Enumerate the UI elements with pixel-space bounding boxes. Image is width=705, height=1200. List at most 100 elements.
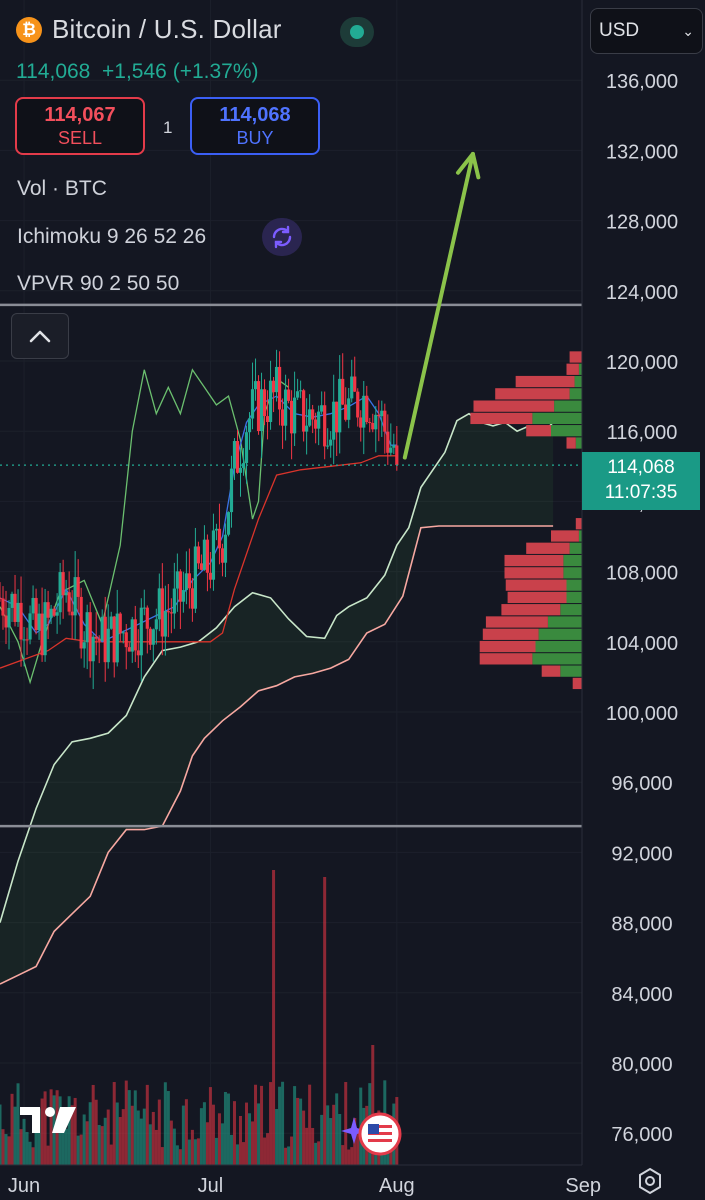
volume-bar bbox=[160, 1147, 164, 1165]
candle-body bbox=[76, 577, 80, 597]
volume-bar bbox=[163, 1082, 167, 1165]
volume-bar bbox=[202, 1102, 206, 1165]
candle-body bbox=[16, 602, 20, 622]
vpvr-up-bar bbox=[578, 530, 582, 542]
collapse-legend-button[interactable] bbox=[11, 313, 69, 359]
volume-bar bbox=[220, 1123, 224, 1165]
volume-bar bbox=[67, 1096, 71, 1165]
refresh-icon[interactable] bbox=[262, 218, 302, 256]
candle-body bbox=[70, 611, 74, 616]
sell-price: 114,067 bbox=[44, 104, 116, 126]
currency-select[interactable]: USD ⌄ bbox=[590, 8, 703, 54]
candle-body bbox=[139, 607, 143, 656]
vpvr-down-bar bbox=[482, 628, 539, 640]
candle-body bbox=[112, 616, 116, 663]
volume-bar bbox=[133, 1090, 137, 1165]
candle-body bbox=[148, 628, 152, 645]
candle-body bbox=[118, 613, 122, 634]
candle-body bbox=[190, 588, 194, 609]
candle-body bbox=[268, 380, 273, 423]
settings-icon[interactable] bbox=[636, 1167, 664, 1200]
candle-body bbox=[49, 608, 53, 618]
candle-body bbox=[244, 432, 249, 464]
candle-body bbox=[160, 588, 164, 637]
volume-bar bbox=[70, 1105, 74, 1165]
volume-bar bbox=[269, 1082, 273, 1165]
candle-body bbox=[22, 639, 26, 641]
tradingview-logo[interactable] bbox=[20, 1105, 78, 1140]
volume-bar bbox=[76, 1135, 80, 1165]
volume-bar bbox=[151, 1111, 155, 1165]
us-flag-icon[interactable] bbox=[358, 1112, 402, 1161]
volume-bar bbox=[73, 1097, 77, 1165]
vpvr-down-bar bbox=[526, 542, 570, 554]
ichimoku-indicator-label[interactable]: Ichimoku 9 26 52 26 bbox=[17, 225, 207, 248]
volume-bar bbox=[290, 1136, 294, 1165]
vpvr-up-bar bbox=[566, 591, 582, 604]
vpvr-up-bar bbox=[574, 375, 582, 388]
volume-bar bbox=[91, 1084, 95, 1165]
candle-body bbox=[211, 530, 216, 580]
volume-bar bbox=[28, 1141, 32, 1165]
volume-bar bbox=[208, 1087, 212, 1165]
candle-body bbox=[64, 592, 68, 596]
volume-bar bbox=[245, 1102, 249, 1165]
candle-body bbox=[247, 418, 252, 433]
vpvr-indicator-label[interactable]: VPVR 90 2 50 50 bbox=[17, 272, 180, 295]
sell-button[interactable]: 114,067 SELL bbox=[15, 97, 145, 155]
y-tick-label: 132,000 bbox=[606, 141, 678, 163]
volume-bar bbox=[121, 1109, 125, 1165]
volume-bar bbox=[205, 1122, 209, 1165]
volume-bar bbox=[139, 1118, 143, 1165]
price-change-row: 114,068 +1,546 (+1.37%) bbox=[16, 60, 259, 84]
candle-body bbox=[100, 616, 104, 641]
vpvr-up-bar bbox=[569, 388, 582, 400]
vpvr-up-bar bbox=[563, 554, 582, 567]
volume-bar bbox=[320, 1114, 324, 1165]
candle-body bbox=[205, 539, 210, 573]
leading-span-b bbox=[0, 525, 554, 985]
vpvr-down-bar bbox=[515, 375, 575, 388]
volume-bar bbox=[106, 1109, 110, 1165]
buy-button[interactable]: 114,068 BUY bbox=[190, 97, 320, 155]
market-status-icon[interactable] bbox=[340, 17, 374, 47]
volume-indicator-label[interactable]: Vol · BTC bbox=[17, 177, 107, 200]
volume-bar bbox=[157, 1099, 161, 1165]
vpvr-down-bar bbox=[572, 677, 582, 690]
sparkle-icon[interactable] bbox=[340, 1115, 368, 1150]
symbol-title-row[interactable]: ₿ Bitcoin / U.S. Dollar bbox=[16, 14, 282, 45]
volume-bar bbox=[287, 1146, 291, 1165]
candle-body bbox=[338, 378, 342, 433]
candle-body bbox=[82, 642, 86, 649]
volume-bar bbox=[251, 1121, 255, 1165]
candle-body bbox=[67, 592, 71, 612]
bitcoin-icon: ₿ bbox=[16, 16, 42, 43]
candle-body bbox=[151, 629, 155, 645]
volume-bar bbox=[293, 1086, 297, 1165]
last-price-tag: 114,068 11:07:35 bbox=[582, 452, 700, 510]
volume-bar bbox=[154, 1129, 158, 1165]
candle-body bbox=[374, 414, 378, 430]
candle-body bbox=[353, 376, 357, 392]
candle-body bbox=[265, 416, 270, 423]
candle-body bbox=[154, 619, 158, 630]
candle-body bbox=[19, 602, 23, 640]
chevron-down-icon: ⌄ bbox=[682, 22, 694, 39]
volume-bar bbox=[88, 1102, 92, 1165]
candle-body bbox=[320, 405, 324, 412]
volume-bar bbox=[308, 1084, 312, 1165]
candle-body bbox=[217, 528, 222, 549]
candle-body bbox=[308, 409, 312, 426]
volume-bar bbox=[184, 1099, 188, 1165]
candle-body bbox=[208, 572, 213, 580]
volume-bar bbox=[296, 1097, 300, 1165]
volume-bar bbox=[97, 1125, 101, 1165]
volume-bar bbox=[347, 1149, 351, 1165]
candle-body bbox=[46, 602, 50, 618]
vpvr-down-bar bbox=[501, 604, 561, 616]
buy-price: 114,068 bbox=[219, 104, 291, 126]
candle-body bbox=[214, 528, 219, 531]
candle-body bbox=[109, 616, 113, 629]
candle-body bbox=[184, 573, 188, 591]
candle-body bbox=[88, 612, 92, 662]
